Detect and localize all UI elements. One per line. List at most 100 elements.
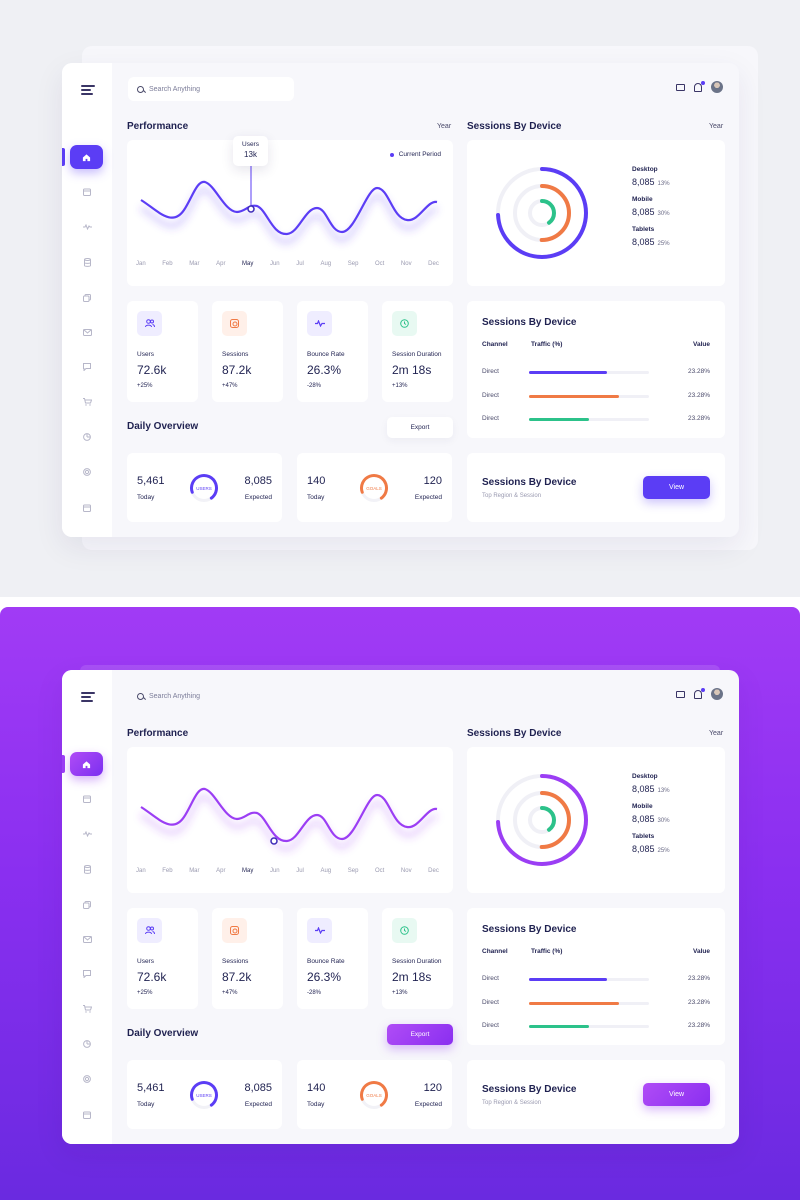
performance-title: Performance bbox=[127, 121, 189, 132]
target-icon[interactable] bbox=[80, 465, 94, 479]
sessions-device-card: Desktop 8,085 13% Mobile 8,085 30% Tablets 8,08… bbox=[467, 747, 725, 893]
chart-tooltip: Users 13k bbox=[233, 136, 268, 166]
traffic-bar bbox=[529, 1025, 649, 1028]
database-icon[interactable] bbox=[80, 862, 94, 876]
month-label: May bbox=[242, 261, 254, 267]
month-label: Jul bbox=[296, 868, 304, 874]
stat-value: 72.6k bbox=[137, 363, 167, 377]
performance-period[interactable]: Year bbox=[437, 123, 452, 130]
stat-change: +25% bbox=[137, 990, 153, 996]
pie-icon[interactable] bbox=[80, 430, 94, 444]
sessions-period[interactable]: Year bbox=[709, 730, 724, 737]
avatar[interactable] bbox=[711, 688, 723, 700]
search-input[interactable]: Search Anything bbox=[128, 77, 294, 101]
month-label: Jun bbox=[269, 261, 280, 267]
pie-icon[interactable] bbox=[80, 1037, 94, 1051]
month-label: Oct bbox=[375, 868, 385, 874]
home-icon[interactable] bbox=[70, 752, 103, 776]
device-item: Tablets 8,085 25% bbox=[632, 226, 670, 247]
avatar[interactable] bbox=[711, 81, 723, 93]
stat-card-sessions[interactable]: Sessions 87.2k +47% bbox=[212, 301, 283, 402]
copy-icon[interactable] bbox=[80, 291, 94, 305]
stat-change: -28% bbox=[307, 990, 322, 996]
ring-label: USERS bbox=[196, 1092, 212, 1098]
search-input[interactable]: Search Anything bbox=[128, 684, 294, 708]
chart-marker[interactable] bbox=[270, 837, 278, 845]
stat-label: Session Duration bbox=[392, 351, 442, 358]
row-value: 23.28% bbox=[687, 975, 710, 982]
home-icon[interactable] bbox=[70, 145, 103, 169]
search-icon bbox=[137, 692, 144, 700]
traffic-card: Sessions By Device Channel Traffic (%) V… bbox=[467, 908, 725, 1045]
device-value-number: 8,085 bbox=[632, 237, 655, 247]
table-row: Direct 23.28% bbox=[482, 392, 710, 402]
traffic-bar-fill bbox=[529, 418, 589, 421]
stat-card-users[interactable]: Users 72.6k +25% bbox=[127, 908, 198, 1009]
stat-change: +13% bbox=[392, 990, 408, 996]
device-label: Tablets bbox=[632, 833, 655, 840]
target-icon[interactable] bbox=[80, 1072, 94, 1086]
device-label: Desktop bbox=[632, 166, 658, 173]
daily-card-goals: 140 Today GOALS 120 Expected bbox=[297, 1060, 452, 1129]
stat-card-session-duration[interactable]: Session Duration 2m 18s +13% bbox=[382, 908, 453, 1009]
traffic-bar-fill bbox=[529, 1025, 589, 1028]
device-value-number: 8,085 bbox=[632, 177, 655, 187]
calendar-icon[interactable] bbox=[80, 501, 94, 515]
calendar-icon[interactable] bbox=[80, 792, 94, 806]
mail-icon[interactable] bbox=[80, 932, 94, 946]
month-label: Mar bbox=[189, 261, 200, 267]
menu-icon[interactable] bbox=[81, 85, 95, 95]
bell-icon[interactable] bbox=[694, 80, 705, 92]
sessions-period[interactable]: Year bbox=[709, 123, 724, 130]
stat-change: +25% bbox=[137, 383, 153, 389]
sessions-device-card: Desktop 8,085 13% Mobile 8,085 30% Tablets 8,08… bbox=[467, 140, 725, 286]
activity-icon[interactable] bbox=[80, 220, 94, 234]
performance-card: Current Period Users 13k Jan Feb Mar Apr May… bbox=[127, 136, 453, 286]
device-value: 8,085 30% bbox=[632, 814, 670, 824]
stat-card-session-duration[interactable]: Session Duration 2m 18s +13% bbox=[382, 301, 453, 402]
cart-icon[interactable] bbox=[80, 1002, 94, 1016]
device-value: 8,085 25% bbox=[632, 844, 670, 854]
export-button[interactable]: Export bbox=[387, 1024, 453, 1045]
month-label: Feb bbox=[162, 261, 173, 267]
performance-title: Performance bbox=[127, 728, 189, 739]
stat-label: Bounce Rate bbox=[307, 958, 345, 965]
copy-icon[interactable] bbox=[80, 898, 94, 912]
calendar-icon[interactable] bbox=[80, 185, 94, 199]
mail-icon[interactable] bbox=[80, 325, 94, 339]
activity-icon[interactable] bbox=[80, 827, 94, 841]
export-button[interactable]: Export bbox=[387, 417, 453, 438]
stat-change: +47% bbox=[222, 383, 238, 389]
stat-value: 26.3% bbox=[307, 363, 342, 377]
device-item: Mobile 8,085 30% bbox=[632, 803, 670, 824]
stat-card-users[interactable]: Users 72.6k +25% bbox=[127, 301, 198, 402]
database-icon[interactable] bbox=[80, 255, 94, 269]
chat-icon[interactable] bbox=[80, 967, 94, 981]
stat-card-sessions[interactable]: Sessions 87.2k +47% bbox=[212, 908, 283, 1009]
dashboard-window: Search Anything Performance Year Session… bbox=[62, 670, 739, 1144]
cart-icon[interactable] bbox=[80, 395, 94, 409]
row-channel: Direct bbox=[482, 368, 499, 375]
month-axis: Jan Feb Mar Apr May Jun Jul Aug Sep Oct Nov Dec bbox=[136, 868, 439, 874]
device-percent: 13% bbox=[657, 181, 670, 187]
daily-card-users: 5,461 Today USERS 8,085 Expected bbox=[127, 453, 282, 522]
mail-icon[interactable] bbox=[676, 83, 685, 91]
view-button[interactable]: View bbox=[643, 1083, 710, 1106]
mail-icon[interactable] bbox=[676, 690, 685, 698]
col-traffic: Traffic (%) bbox=[531, 341, 563, 348]
daily-overview-title: Daily Overview bbox=[127, 421, 199, 432]
device-value: 8,085 13% bbox=[632, 784, 670, 794]
stat-card-bounce-rate[interactable]: Bounce Rate 26.3% -28% bbox=[297, 301, 368, 402]
bell-icon[interactable] bbox=[694, 687, 705, 699]
chat-icon[interactable] bbox=[80, 360, 94, 374]
progress-ring: USERS bbox=[189, 473, 219, 503]
view-button[interactable]: View bbox=[643, 476, 710, 499]
stat-card-bounce-rate[interactable]: Bounce Rate 26.3% -28% bbox=[297, 908, 368, 1009]
menu-icon[interactable] bbox=[81, 692, 95, 702]
chart-marker[interactable] bbox=[247, 205, 255, 213]
table-row: Direct 23.28% bbox=[482, 999, 710, 1009]
sessions-title: Sessions By Device bbox=[467, 121, 562, 132]
performance-line-chart bbox=[139, 787, 438, 852]
calendar-icon[interactable] bbox=[80, 1108, 94, 1122]
device-value: 8,085 25% bbox=[632, 237, 670, 247]
